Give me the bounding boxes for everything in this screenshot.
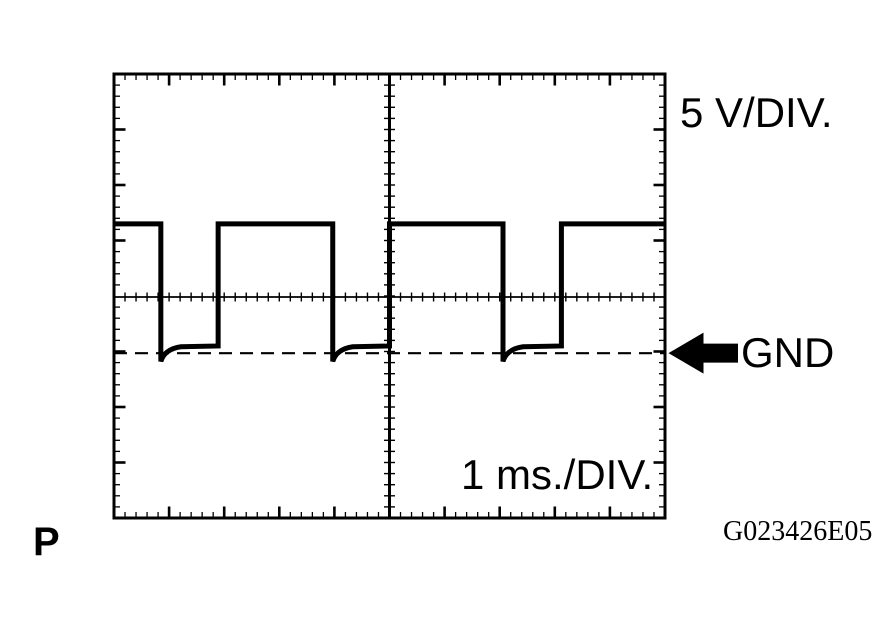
volts-per-div-label: 5 V/DIV. [680, 89, 833, 136]
gnd-label: GND [741, 329, 835, 376]
gnd-arrow-icon [668, 332, 738, 374]
graticule-major-ticks [115, 75, 664, 517]
center-horizontal-graticule [114, 292, 665, 302]
figure-code-label: G023426E05 [723, 516, 873, 547]
waveform-trace [114, 221, 665, 363]
time-per-div-label: 1 ms./DIV. [461, 451, 654, 498]
graticule-minor-ticks [115, 75, 664, 517]
page-marker-label: P [33, 520, 60, 564]
